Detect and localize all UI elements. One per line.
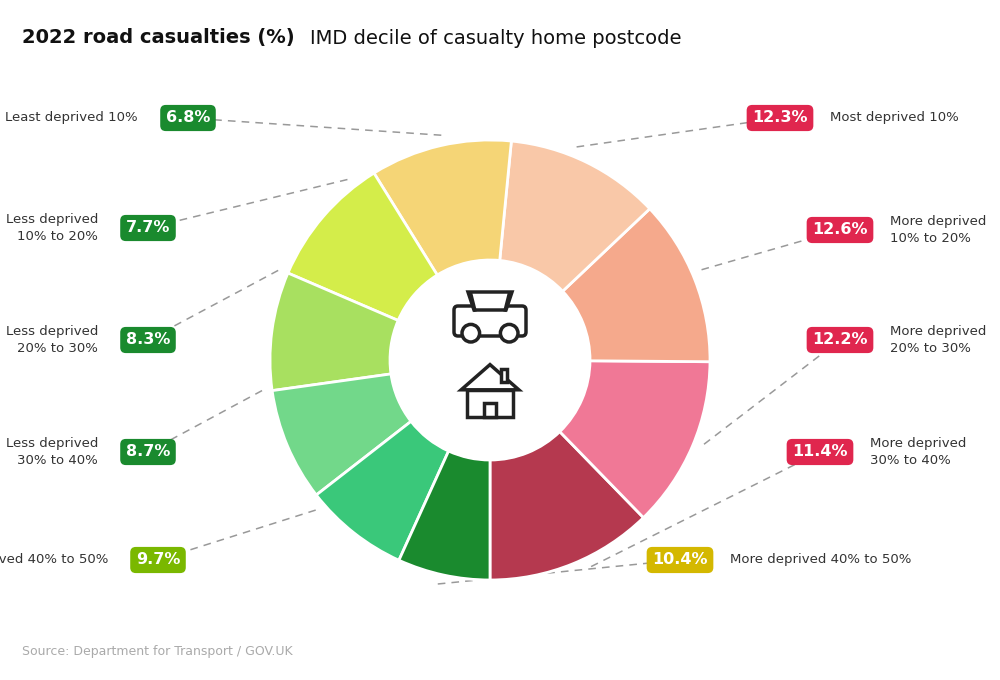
Bar [484,403,496,417]
Wedge shape [374,140,511,275]
Text: 12.3%: 12.3% [752,110,808,126]
Text: Less deprived
20% to 30%: Less deprived 20% to 30% [6,325,98,355]
Bar [467,390,513,417]
Text: 7.7%: 7.7% [126,220,170,235]
Text: Less deprived 40% to 50%: Less deprived 40% to 50% [0,554,108,566]
Wedge shape [272,374,411,495]
Circle shape [462,324,480,342]
Wedge shape [399,451,490,580]
FancyBboxPatch shape [454,306,526,336]
Text: More deprived
10% to 20%: More deprived 10% to 20% [890,215,986,245]
Circle shape [390,260,590,460]
Text: Less deprived
30% to 40%: Less deprived 30% to 40% [6,437,98,467]
Text: 2022 road casualties (%): 2022 road casualties (%) [22,29,295,48]
Text: More deprived 40% to 50%: More deprived 40% to 50% [730,554,911,566]
Text: More deprived
30% to 40%: More deprived 30% to 40% [870,437,966,467]
Wedge shape [563,209,710,362]
Text: 10.4%: 10.4% [652,552,708,568]
Polygon shape [468,292,512,310]
Text: Less deprived
10% to 20%: Less deprived 10% to 20% [6,213,98,243]
Wedge shape [560,361,710,517]
Circle shape [500,324,518,342]
Text: 11.4%: 11.4% [792,445,848,460]
Wedge shape [288,173,437,320]
Bar [501,369,507,382]
Text: 9.7%: 9.7% [136,552,180,568]
Wedge shape [500,141,650,291]
Text: Least deprived 10%: Least deprived 10% [5,112,138,124]
Polygon shape [461,364,519,390]
Text: 8.7%: 8.7% [126,445,170,460]
Text: Source: Department for Transport / GOV.UK: Source: Department for Transport / GOV.U… [22,645,293,658]
Text: 6.8%: 6.8% [166,110,210,126]
Text: 12.6%: 12.6% [812,222,868,237]
Text: More deprived
20% to 30%: More deprived 20% to 30% [890,325,986,355]
Wedge shape [490,432,643,580]
Text: IMD decile of casualty home postcode: IMD decile of casualty home postcode [310,29,682,48]
Text: Most deprived 10%: Most deprived 10% [830,112,959,124]
Wedge shape [316,422,449,560]
Text: 8.3%: 8.3% [126,333,170,347]
Wedge shape [270,273,398,390]
Text: 12.2%: 12.2% [812,333,868,347]
